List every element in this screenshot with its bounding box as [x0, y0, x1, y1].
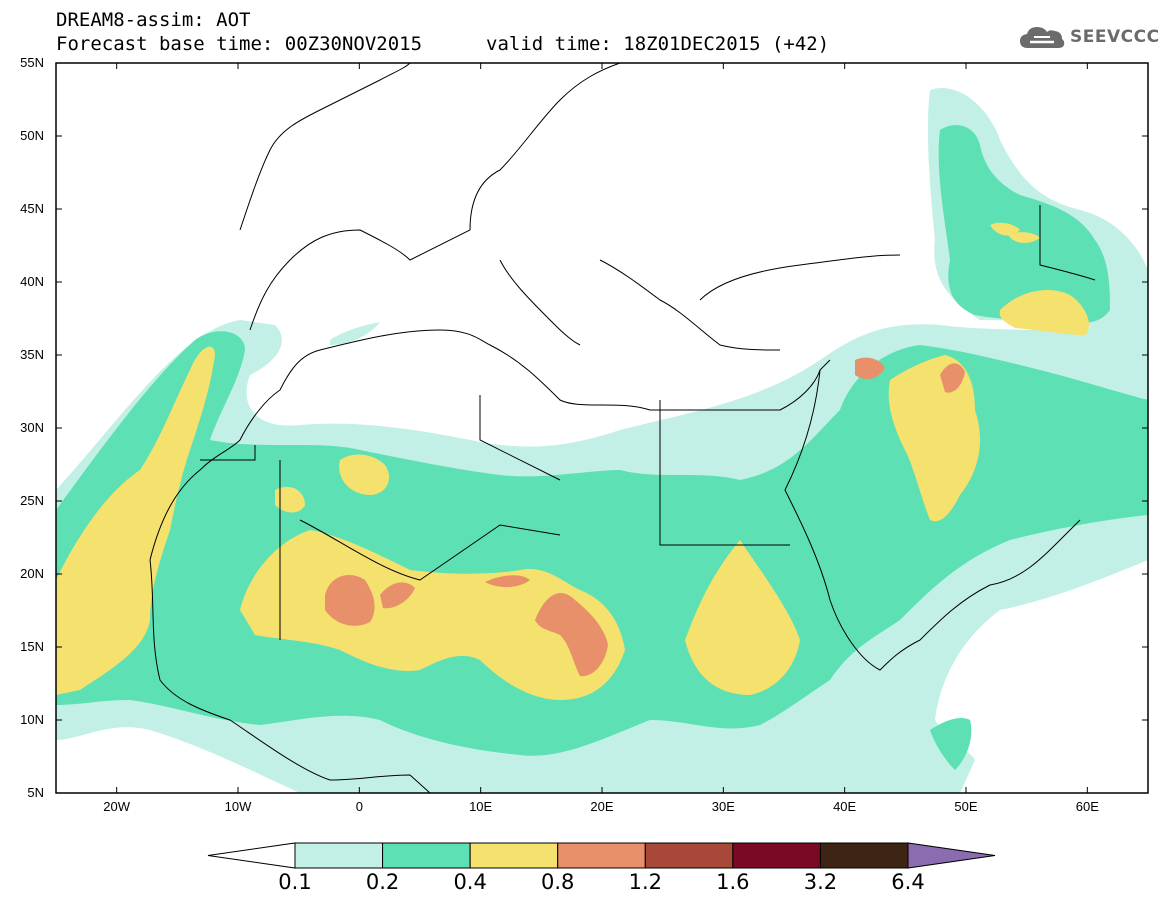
lat-tick-label: 5N — [27, 785, 44, 800]
lat-tick-marks — [56, 62, 1148, 794]
lon-tick-label: 40E — [833, 799, 857, 814]
cloud-icon — [1020, 27, 1065, 48]
colorbar-bin — [469, 842, 559, 869]
lon-tick-label: 0 — [355, 799, 363, 814]
lat-tick-label: 40N — [20, 274, 44, 289]
aot-band-0.4-0.8 — [56, 222, 1090, 700]
logo-text: SEEVCCC — [1070, 27, 1160, 47]
valid-time: valid time: 18Z01DEC2015 (+42) — [486, 33, 830, 55]
colorbar-bin — [382, 842, 471, 869]
lat-tick-label: 30N — [20, 420, 44, 435]
colorbar — [207, 842, 996, 869]
lat-tick-label: 35N — [20, 347, 44, 362]
colorbar-label: 0.2 — [365, 870, 400, 894]
lat-tick-label: 20N — [20, 566, 44, 581]
seevccc-logo: SEEVCCC — [1018, 24, 1160, 50]
colorbar-label: 1.2 — [628, 870, 662, 894]
colorbar-label: 3.2 — [803, 870, 838, 894]
lat-tick-label: 25N — [20, 493, 44, 508]
lon-tick-label: 20E — [590, 799, 614, 814]
lon-tick-label: 20W — [103, 799, 131, 814]
lat-tick-label: 55N — [20, 55, 44, 70]
lat-tick-label: 15N — [20, 639, 44, 654]
colorbar-under-arrow — [207, 842, 296, 869]
colorbar-bin — [557, 842, 646, 869]
colorbar-bin — [819, 842, 909, 869]
colorbar-over-arrow — [907, 842, 996, 869]
colorbar-label: 1.6 — [716, 870, 750, 894]
map-title: DREAM8-assim: AOT — [56, 9, 251, 31]
lon-tick-marks — [116, 63, 1088, 793]
lon-tick-label: 30E — [711, 799, 735, 814]
lat-tick-label: 50N — [20, 128, 44, 143]
lat-tick-label: 10N — [20, 712, 44, 727]
colorbar-label: 6.4 — [891, 870, 925, 894]
colorbar-bin — [644, 842, 734, 869]
lon-tick-label: 60E — [1075, 799, 1099, 814]
lat-tick-label: 45N — [20, 201, 44, 216]
colorbar-label: 0.4 — [453, 870, 487, 894]
coastlines — [149, 63, 1096, 793]
lon-tick-label: 10W — [224, 799, 252, 814]
colorbar-label: 0.1 — [278, 870, 312, 894]
colorbar-bin — [294, 842, 384, 869]
colorbar-label: 0.8 — [541, 870, 575, 894]
forecast-base-time: Forecast base time: 00Z30NOV2015 — [56, 33, 423, 55]
lon-tick-label: 10E — [469, 799, 493, 814]
colorbar-bin — [732, 842, 821, 869]
lon-tick-label: 50E — [954, 799, 978, 814]
aot-band-0.8-1.2 — [325, 357, 965, 677]
aot-band-0.2-0.4 — [56, 125, 1148, 770]
